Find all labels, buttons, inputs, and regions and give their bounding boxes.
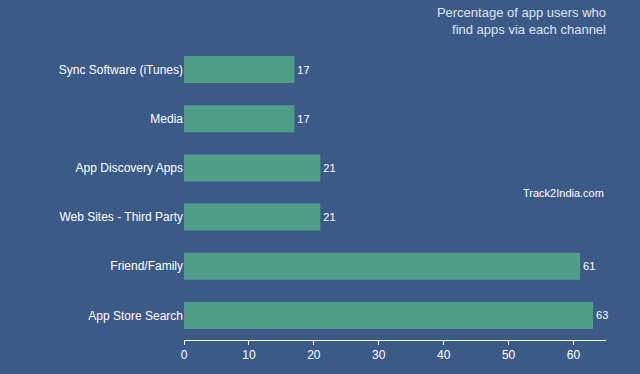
svg-text:Track2India.com: Track2India.com <box>523 187 604 199</box>
svg-text:Web Sites - Third Party: Web Sites - Third Party <box>59 210 183 224</box>
svg-text:17: 17 <box>297 113 309 125</box>
svg-text:0: 0 <box>181 348 188 362</box>
svg-text:20: 20 <box>307 348 321 362</box>
svg-text:60: 60 <box>567 348 581 362</box>
svg-text:30: 30 <box>372 348 386 362</box>
svg-text:40: 40 <box>437 348 451 362</box>
svg-text:10: 10 <box>242 348 256 362</box>
svg-text:21: 21 <box>323 162 335 174</box>
svg-text:17: 17 <box>297 64 309 76</box>
svg-text:Media: Media <box>150 112 183 126</box>
svg-text:Sync Software (iTunes): Sync Software (iTunes) <box>59 63 183 77</box>
svg-text:61: 61 <box>583 260 595 272</box>
svg-text:50: 50 <box>502 348 516 362</box>
svg-text:21: 21 <box>323 211 335 223</box>
svg-text:App Discovery Apps: App Discovery Apps <box>76 161 183 175</box>
svg-text:App Store Search: App Store Search <box>88 309 183 323</box>
svg-text:Percentage of app users whofin: Percentage of app users whofind apps via… <box>437 5 606 37</box>
svg-text:63: 63 <box>596 309 608 321</box>
svg-text:Friend/Family: Friend/Family <box>110 259 183 273</box>
